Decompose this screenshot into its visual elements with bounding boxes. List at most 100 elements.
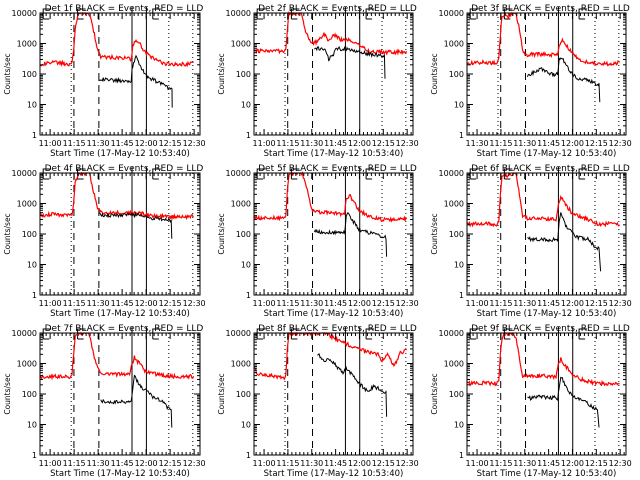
- x-tick-label: 12:30: [609, 459, 632, 468]
- x-tick-label: 12:30: [183, 299, 206, 308]
- plot-frame: [39, 12, 201, 136]
- x-axis-label: Start Time (17-May-12 10:53:40): [264, 309, 404, 319]
- x-axis-label: Start Time (17-May-12 10:53:40): [50, 309, 190, 319]
- y-axis-label: Counts/sec: [430, 53, 439, 94]
- series-events-line: [98, 54, 173, 108]
- panel-title: Det 3f BLACK = Events, RED = LLD: [471, 4, 630, 14]
- x-tick-label: 12:00: [135, 459, 158, 468]
- y-axis-label: Counts/sec: [3, 213, 12, 254]
- x-tick-label: 11:45: [324, 459, 347, 468]
- panel-det-8f: 1 10 100 1000 10000 11:00 11:15 11:30 11:45 12:00…: [217, 324, 419, 479]
- y-tick-label: 1: [459, 451, 464, 460]
- y-tick-label: 1000: [17, 360, 37, 369]
- plot-frame: [39, 172, 201, 296]
- x-tick-label: 11:45: [324, 139, 347, 148]
- x-tick-label: 12:00: [135, 139, 158, 148]
- plot-frame: [39, 332, 201, 456]
- panel-title: Det 8f BLACK = Events, RED = LLD: [258, 324, 417, 334]
- y-tick-label: 100: [236, 390, 251, 399]
- bracket-mark: [290, 328, 300, 340]
- series-events-line: [526, 57, 601, 103]
- x-tick-label: 11:30: [87, 299, 110, 308]
- y-tick-label: 1: [459, 131, 464, 140]
- y-tick-label: 10: [454, 261, 464, 270]
- plot-frame: [466, 332, 627, 456]
- y-tick-label: 10000: [12, 329, 37, 338]
- series-lld-line: [253, 11, 408, 56]
- series-events-line: [527, 212, 602, 272]
- panel-det-7f: 1 10 100 1000 10000 11:00 11:15 11:30 11:45 12:00…: [3, 324, 206, 479]
- x-tick-label: 11:30: [300, 139, 323, 148]
- y-tick-label: 1: [32, 451, 37, 460]
- stray-mark: .: [216, 63, 219, 72]
- y-tick-label: 1000: [444, 40, 464, 49]
- series-events-line: [313, 212, 388, 257]
- y-tick-label: 1: [246, 451, 251, 460]
- series-events-line: [527, 376, 600, 428]
- x-tick-label: 11:00: [253, 139, 276, 148]
- x-tick-label: 12:15: [585, 139, 608, 148]
- y-tick-label: 10: [454, 101, 464, 110]
- bracket-mark: [152, 328, 161, 340]
- series-lld-line: [39, 331, 195, 381]
- y-tick-label: 1000: [17, 40, 37, 49]
- series-lld-line: [466, 172, 621, 228]
- x-tick-label: 11:00: [39, 139, 62, 148]
- x-tick-label: 12:30: [609, 299, 632, 308]
- x-axis-label: Start Time (17-May-12 10:53:40): [477, 309, 617, 319]
- bracket-mark: [42, 8, 52, 20]
- y-tick-label: 1000: [17, 200, 37, 209]
- x-tick-label: 11:15: [63, 459, 86, 468]
- x-tick-label: 11:15: [63, 299, 86, 308]
- panel-title: Det 6f BLACK = Events, RED = LLD: [471, 164, 630, 174]
- x-tick-label: 11:30: [87, 459, 110, 468]
- y-tick-label: 1000: [231, 360, 251, 369]
- x-tick-label: 11:45: [537, 299, 560, 308]
- bracket-mark: [469, 8, 479, 20]
- y-tick-label: 10: [27, 101, 37, 110]
- x-axis-label: Start Time (17-May-12 10:53:40): [50, 149, 190, 159]
- y-tick-label: 1: [32, 291, 37, 300]
- x-tick-label: 12:00: [561, 299, 584, 308]
- y-axis-label: Counts/sec: [430, 373, 439, 414]
- x-tick-label: 12:15: [372, 459, 395, 468]
- panel-det-4f: 1 10 100 1000 10000 11:00 11:15 11:30 11:45 12:00…: [3, 164, 206, 319]
- y-tick-label: 10: [241, 101, 251, 110]
- y-axis-label: Counts/sec: [3, 53, 12, 94]
- y-axis-label: Counts/sec: [217, 213, 226, 254]
- bracket-mark: [503, 168, 513, 180]
- x-axis-label: Start Time (17-May-12 10:53:40): [477, 149, 617, 159]
- panel-title: Det 4f BLACK = Events, RED = LLD: [45, 164, 204, 174]
- y-tick-label: 10: [454, 421, 464, 430]
- y-tick-label: 1000: [444, 200, 464, 209]
- x-tick-label: 12:30: [609, 139, 632, 148]
- y-tick-label: 10: [27, 421, 37, 430]
- x-tick-label: 12:15: [585, 459, 608, 468]
- panel-title: Det 1f BLACK = Events, RED = LLD: [45, 4, 204, 14]
- x-tick-label: 11:15: [276, 299, 299, 308]
- y-tick-label: 1: [246, 291, 251, 300]
- y-tick-label: 10000: [439, 169, 464, 178]
- y-tick-label: 100: [22, 390, 37, 399]
- x-tick-label: 12:15: [159, 459, 182, 468]
- y-tick-label: 1: [32, 131, 37, 140]
- x-tick-label: 11:30: [466, 139, 489, 148]
- x-tick-label: 12:00: [348, 299, 371, 308]
- x-tick-label: 11:45: [111, 299, 134, 308]
- y-tick-label: 10: [241, 421, 251, 430]
- panel-title: Det 7f BLACK = Events, RED = LLD: [45, 324, 204, 334]
- x-tick-label: 12:30: [396, 459, 419, 468]
- panel-det-2f: 1 10 100 1000 10000 11:00 11:15 11:30 11:45 12:00…: [217, 4, 419, 159]
- series-lld-line: [39, 12, 194, 68]
- x-tick-label: 11:30: [513, 139, 536, 148]
- y-tick-label: 1000: [231, 40, 251, 49]
- x-tick-label: 12:00: [348, 139, 371, 148]
- bracket-mark: [290, 168, 300, 180]
- bracket-mark: [469, 168, 479, 180]
- x-tick-label: 12:30: [183, 459, 206, 468]
- y-tick-label: 100: [449, 390, 464, 399]
- panel-det-5f: 1 10 100 1000 10000 11:00 11:15 11:30 11:45 12:00…: [217, 164, 419, 319]
- x-tick-label: 12:15: [585, 299, 608, 308]
- x-tick-label: 12:00: [561, 139, 584, 148]
